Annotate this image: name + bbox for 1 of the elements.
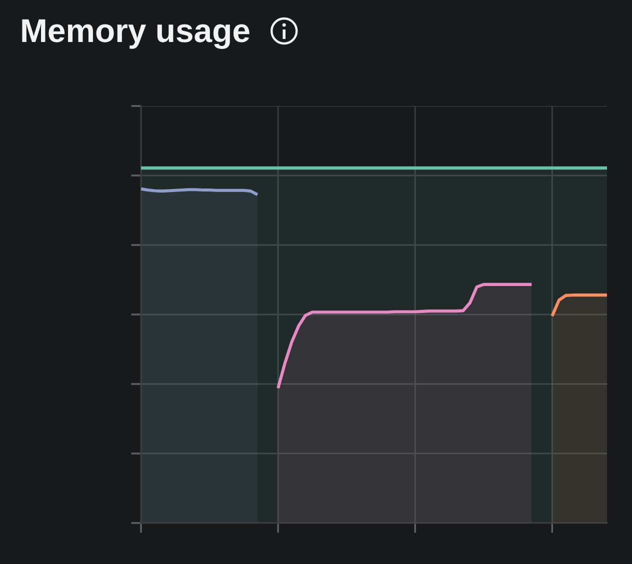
chart-title: Memory usage (22, 19, 250, 49)
